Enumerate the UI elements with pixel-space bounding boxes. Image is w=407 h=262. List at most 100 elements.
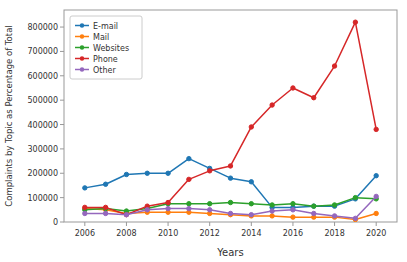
series-point [166, 200, 170, 204]
x-tick-label: 2014 [241, 229, 261, 238]
series-line [85, 196, 376, 218]
x-tick [334, 222, 335, 226]
y-tick-label: 300000 [27, 145, 58, 154]
x-tick-label: 2012 [200, 229, 220, 238]
y-tick-label: 600000 [27, 72, 58, 81]
x-axis-label: Years [216, 247, 243, 258]
series-point [207, 202, 211, 206]
y-tick-label: 0 [53, 218, 58, 227]
series-point [353, 20, 357, 24]
x-tick-label: 2006 [75, 229, 95, 238]
plot-area [83, 20, 379, 222]
x-tick [376, 222, 377, 226]
x-tick [168, 222, 169, 226]
series-point [83, 186, 87, 190]
series-point [207, 169, 211, 173]
x-tick-label: 2016 [283, 229, 303, 238]
series-point [249, 125, 253, 129]
y-tick [60, 124, 64, 125]
series-point [312, 211, 316, 215]
series-point [374, 194, 378, 198]
y-tick [60, 197, 64, 198]
series-point [312, 204, 316, 208]
legend-marker [80, 56, 84, 60]
y-axis-label: Complaints by Topic as Percentage of Tot… [4, 25, 14, 206]
y-tick-label: 800000 [27, 23, 58, 32]
series-point [187, 202, 191, 206]
series-point [228, 200, 232, 204]
series-point [124, 212, 128, 216]
series-point [291, 208, 295, 212]
series-point [332, 64, 336, 68]
y-tick-label: 500000 [27, 96, 58, 105]
legend-label: Phone [93, 55, 118, 64]
x-tick [251, 222, 252, 226]
series-line [85, 198, 376, 211]
series-point [332, 214, 336, 218]
legend-box [70, 16, 142, 79]
legend-label: Websites [93, 44, 129, 53]
series-point [374, 127, 378, 131]
series-point [187, 156, 191, 160]
legend: E-mail Mail Websites Phone Other [70, 16, 142, 79]
series-point [374, 211, 378, 215]
legend-label: Other [93, 66, 116, 75]
series-point [228, 164, 232, 168]
series-point [187, 177, 191, 181]
y-tick [60, 27, 64, 28]
series-point [207, 208, 211, 212]
x-tick-label: 2020 [366, 229, 386, 238]
x-tick [209, 222, 210, 226]
legend-label: E-mail [93, 22, 118, 31]
series-point [270, 214, 274, 218]
series-point [228, 211, 232, 215]
legend-marker [80, 45, 84, 49]
y-tick [60, 51, 64, 52]
series-point [249, 202, 253, 206]
y-tick [60, 75, 64, 76]
plot-frame [64, 10, 397, 222]
x-tick-label: 2018 [324, 229, 344, 238]
x-tick [292, 222, 293, 226]
series-point [291, 86, 295, 90]
y-tick [60, 148, 64, 149]
legend-marker [80, 23, 84, 27]
legend-marker [80, 34, 84, 38]
series-point [353, 216, 357, 220]
series-point [249, 212, 253, 216]
series-point [83, 211, 87, 215]
series-point [145, 171, 149, 175]
y-tick-label: 200000 [27, 169, 58, 178]
y-tick-label: 700000 [27, 47, 58, 56]
series-point [353, 195, 357, 199]
series-point [124, 172, 128, 176]
series-line [85, 209, 376, 220]
series-point [145, 208, 149, 212]
chart: 0100000200000300000400000500000600000700… [0, 0, 407, 262]
y-tick-label: 100000 [27, 194, 58, 203]
series-point [249, 180, 253, 184]
y-tick [60, 173, 64, 174]
series-point [124, 212, 128, 216]
series-point [103, 211, 107, 215]
legend-marker [80, 67, 84, 71]
y-tick [60, 222, 64, 223]
series-point [291, 202, 295, 206]
x-tick [126, 222, 127, 226]
series-point [166, 206, 170, 210]
series-line [85, 22, 376, 215]
series-point [103, 205, 107, 209]
series-point [166, 171, 170, 175]
series-point [187, 206, 191, 210]
series-point [332, 203, 336, 207]
series-point [270, 203, 274, 207]
legend-label: Mail [93, 33, 109, 42]
series-point [312, 96, 316, 100]
series-line [85, 159, 376, 208]
series-point [228, 176, 232, 180]
series-point [374, 174, 378, 178]
series-point [270, 209, 274, 213]
series-point [103, 182, 107, 186]
x-tick [84, 222, 85, 226]
series-point [291, 215, 295, 219]
